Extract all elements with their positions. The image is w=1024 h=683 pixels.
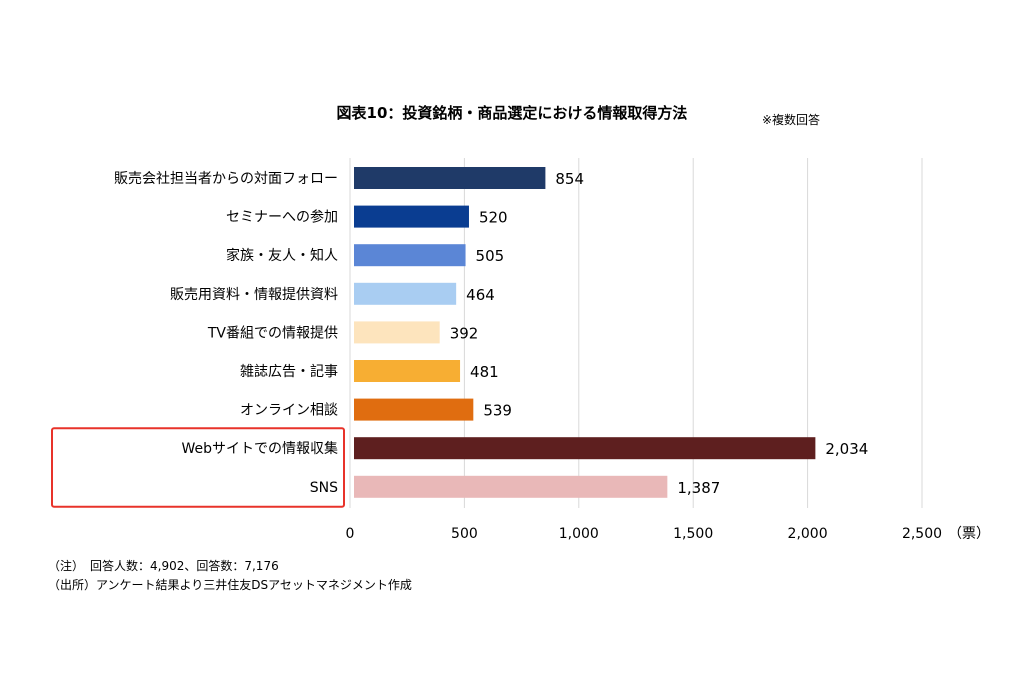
bar [354,360,461,382]
value-label: 520 [479,209,508,227]
value-label: 505 [476,247,505,265]
bar [354,167,546,189]
category-label: オンライン相談 [240,403,338,419]
category-label: 雑誌広告・記事 [240,363,338,380]
bar [354,244,466,267]
x-tick-label: 1,500 [673,526,713,542]
bar [354,398,474,421]
x-axis-ticks: 0 500 1,000 1,500 2,000 2,500 [346,526,943,542]
value-label: 2,034 [825,440,868,458]
bar [354,205,469,228]
highlight-box [51,427,345,508]
category-label: Webサイトでの情報収集 [181,440,338,457]
chart-title-note: ※複数回答 [762,112,820,127]
highlight-rectangle [51,427,345,508]
value-label: 854 [555,170,584,188]
category-label: 販売用資料・情報提供資料 [170,287,338,303]
bar [354,475,668,498]
note-line-2: （出所）アンケート結果より三井住友DSアセットマネジメント作成 [48,578,412,592]
value-labels: 854 520 505 464 392 481 539 2,034 1,387 [450,170,869,497]
category-label: SNS [310,480,338,496]
x-tick-label: 1,000 [559,526,599,542]
x-tick-label: 500 [451,526,478,542]
value-label: 464 [466,286,495,304]
category-label: セミナーへの参加 [226,209,338,226]
value-label: 481 [470,363,499,381]
value-label: 1,387 [677,479,720,497]
category-label: 販売会社担当者からの対面フォロー [114,171,338,187]
x-tick-label: 2,500 [902,526,942,542]
note-line-1: （注） 回答人数：4,902、回答数：7,176 [48,558,279,573]
x-axis-unit: （票） [948,526,990,542]
x-tick-label: 0 [346,526,355,542]
value-label: 539 [483,402,512,420]
bar [354,282,457,305]
bar [354,321,440,344]
value-label: 392 [450,324,479,342]
x-tick-label: 2,000 [788,526,828,542]
bars [354,167,816,498]
category-labels: 販売会社担当者からの対面フォローセミナーへの参加家族・友人・知人販売用資料・情報… [114,171,338,496]
category-label: TV番組での情報提供 [207,325,338,341]
category-label: 家族・友人・知人 [226,247,338,264]
bar [354,437,816,460]
chart-title: 図表10：投資銘柄・商品選定における情報取得方法 [337,104,688,122]
